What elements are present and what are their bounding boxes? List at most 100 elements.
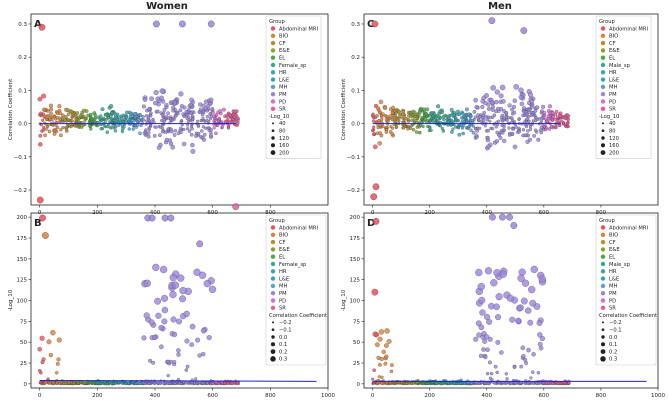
legend-marker xyxy=(270,291,276,296)
scatter-points xyxy=(370,17,571,201)
scatter-point xyxy=(48,103,54,108)
scatter-point xyxy=(47,129,52,134)
y-tick-label: 100 xyxy=(350,299,361,305)
scatter-point xyxy=(514,381,518,385)
scatter-point xyxy=(424,112,428,116)
scatter-point xyxy=(373,144,378,150)
scatter-point xyxy=(230,381,234,385)
scatter-point xyxy=(57,104,62,109)
scatter-point xyxy=(524,125,529,129)
scatter-point xyxy=(415,125,419,129)
scatter-point xyxy=(420,115,425,120)
scatter-point xyxy=(521,279,530,287)
scatter-point xyxy=(38,133,43,138)
scatter-point xyxy=(211,110,215,115)
scatter-point xyxy=(54,124,58,128)
scatter-point xyxy=(60,381,64,385)
regression-line xyxy=(39,380,317,382)
scatter-point xyxy=(203,99,209,105)
legend-size-label: 80 xyxy=(279,129,286,135)
scatter-point xyxy=(518,94,524,100)
scatter-point xyxy=(519,364,524,369)
legend-marker xyxy=(270,225,276,230)
scatter-point xyxy=(397,109,401,114)
scatter-point xyxy=(517,274,525,282)
scatter-point xyxy=(383,106,388,110)
scatter-point xyxy=(538,345,544,351)
scatter-point xyxy=(375,114,379,118)
scatter-point xyxy=(148,114,153,118)
scatter-point xyxy=(198,107,203,112)
scatter-point xyxy=(160,130,165,134)
legend-marker xyxy=(270,283,276,289)
scatter-point xyxy=(380,115,384,119)
scatter-point xyxy=(173,129,177,133)
legend-size-marker xyxy=(270,150,276,156)
panel-label: B xyxy=(34,218,42,229)
scatter-point xyxy=(464,107,469,112)
scatter-point xyxy=(451,127,455,131)
scatter-point xyxy=(212,126,216,130)
legend-marker xyxy=(600,26,606,31)
scatter-point xyxy=(218,109,223,113)
scatter-point xyxy=(227,119,231,123)
scatter-point xyxy=(495,130,499,135)
scatter-point xyxy=(547,127,552,131)
scatter-point xyxy=(475,320,482,327)
legend-item-sp: Male_sp xyxy=(609,63,631,69)
scatter-point xyxy=(70,119,74,123)
legend-size-marker xyxy=(600,143,606,148)
scatter-point xyxy=(521,113,525,118)
scatter-point xyxy=(187,129,192,133)
legend-size-title: Correlation Coefficient xyxy=(269,313,327,319)
scatter-point xyxy=(401,112,405,117)
scatter-point xyxy=(513,84,519,90)
scatter-point xyxy=(532,134,536,138)
scatter-point xyxy=(537,341,543,347)
scatter-point xyxy=(534,116,538,120)
legend-group-title: Group xyxy=(599,218,615,224)
scatter-point xyxy=(512,365,517,369)
legend-item-ee: E&E xyxy=(609,247,620,253)
scatter-point xyxy=(171,331,178,338)
scatter-point xyxy=(523,357,528,362)
scatter-point xyxy=(124,382,128,386)
scatter-point xyxy=(494,99,499,105)
scatter-point xyxy=(189,342,195,347)
scatter-point xyxy=(201,351,206,357)
scatter-point xyxy=(434,381,438,385)
scatter-point xyxy=(436,104,441,109)
highlight-point xyxy=(207,20,215,28)
scatter-points xyxy=(37,214,241,386)
scatter-point xyxy=(494,109,498,114)
scatter-point xyxy=(186,120,190,124)
scatter-point xyxy=(517,304,524,311)
scatter-point xyxy=(100,107,105,112)
scatter-point xyxy=(442,117,446,122)
scatter-point xyxy=(147,126,151,130)
scatter-point xyxy=(92,111,97,115)
scatter-point xyxy=(481,347,486,352)
scatter-point xyxy=(176,352,181,357)
scatter-point xyxy=(69,109,74,114)
legend-size-label: 160 xyxy=(609,143,619,149)
highlight-point xyxy=(489,213,496,221)
scatter-point xyxy=(166,381,170,385)
scatter-point xyxy=(169,273,177,282)
highlight-point xyxy=(39,214,46,222)
legend-marker xyxy=(270,26,276,31)
legend-marker xyxy=(600,106,606,112)
y-tick-label: 0.2 xyxy=(351,55,360,61)
scatter-point xyxy=(457,132,462,137)
legend-size-marker xyxy=(600,150,606,156)
scatter-point xyxy=(493,269,501,277)
legend-marker xyxy=(600,77,606,82)
scatter-point xyxy=(522,120,526,124)
legend-item-le: L&E xyxy=(609,77,619,83)
scatter-point xyxy=(55,116,60,120)
scatter-point xyxy=(194,134,198,138)
scatter-point xyxy=(390,126,395,130)
legend-marker xyxy=(270,33,276,38)
scatter-point xyxy=(452,382,456,386)
